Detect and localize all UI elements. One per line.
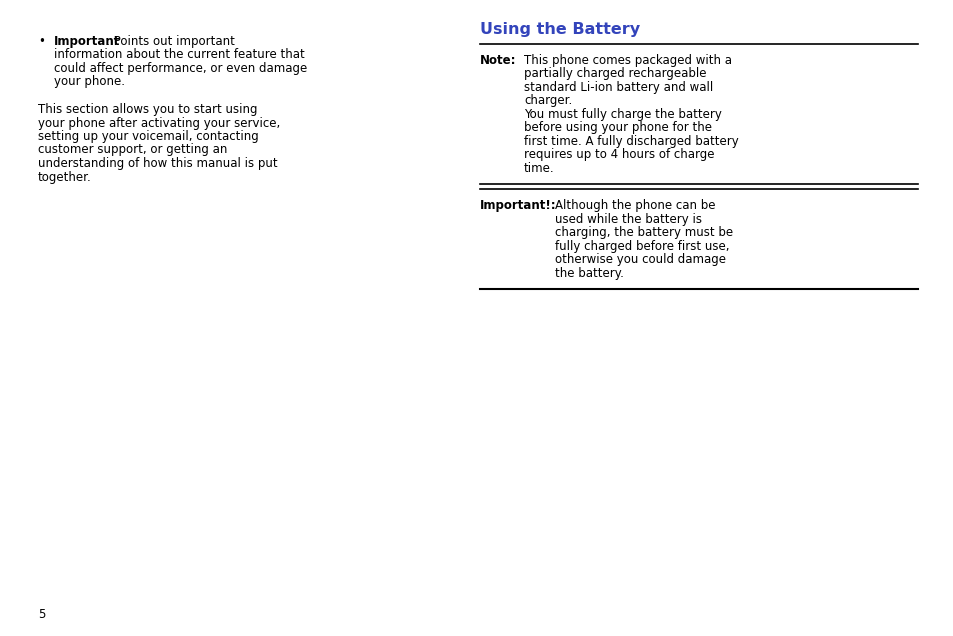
Text: Important: Important xyxy=(0,0,69,3)
Text: partially charged rechargeable: partially charged rechargeable xyxy=(523,67,706,80)
Text: time.: time. xyxy=(523,162,554,175)
Text: used while the battery is: used while the battery is xyxy=(555,213,701,226)
Text: together.: together. xyxy=(38,170,91,184)
Text: customer support, or getting an: customer support, or getting an xyxy=(38,144,227,156)
Text: charger.: charger. xyxy=(523,94,572,107)
Text: information about the current feature that: information about the current feature th… xyxy=(54,48,304,62)
Text: requires up to 4 hours of charge: requires up to 4 hours of charge xyxy=(523,148,714,162)
Text: This phone comes packaged with a: This phone comes packaged with a xyxy=(523,54,731,67)
Text: otherwise you could damage: otherwise you could damage xyxy=(555,253,725,266)
Text: your phone after activating your service,: your phone after activating your service… xyxy=(38,116,280,130)
Text: You must fully charge the battery: You must fully charge the battery xyxy=(523,108,721,121)
Text: 5: 5 xyxy=(38,608,46,621)
Text: Although the phone can be: Although the phone can be xyxy=(555,199,715,212)
Text: fully charged before first use,: fully charged before first use, xyxy=(555,240,729,253)
Text: Important!:: Important!: xyxy=(479,199,556,212)
Text: Note:: Note: xyxy=(479,54,516,67)
Text: setting up your voicemail, contacting: setting up your voicemail, contacting xyxy=(38,130,258,143)
Text: Using the Battery: Using the Battery xyxy=(479,22,639,37)
Text: could affect performance, or even damage: could affect performance, or even damage xyxy=(54,62,307,75)
Text: charging, the battery must be: charging, the battery must be xyxy=(555,226,732,239)
Text: before using your phone for the: before using your phone for the xyxy=(523,121,711,134)
Text: the battery.: the battery. xyxy=(555,267,623,280)
Text: •: • xyxy=(38,35,45,48)
Text: : Points out important: : Points out important xyxy=(106,35,234,48)
Text: Important: Important xyxy=(54,35,120,48)
Text: your phone.: your phone. xyxy=(54,76,125,88)
Text: standard Li-ion battery and wall: standard Li-ion battery and wall xyxy=(523,81,713,94)
Text: understanding of how this manual is put: understanding of how this manual is put xyxy=(38,157,277,170)
Text: first time. A fully discharged battery: first time. A fully discharged battery xyxy=(523,135,738,148)
Text: This section allows you to start using: This section allows you to start using xyxy=(38,103,257,116)
